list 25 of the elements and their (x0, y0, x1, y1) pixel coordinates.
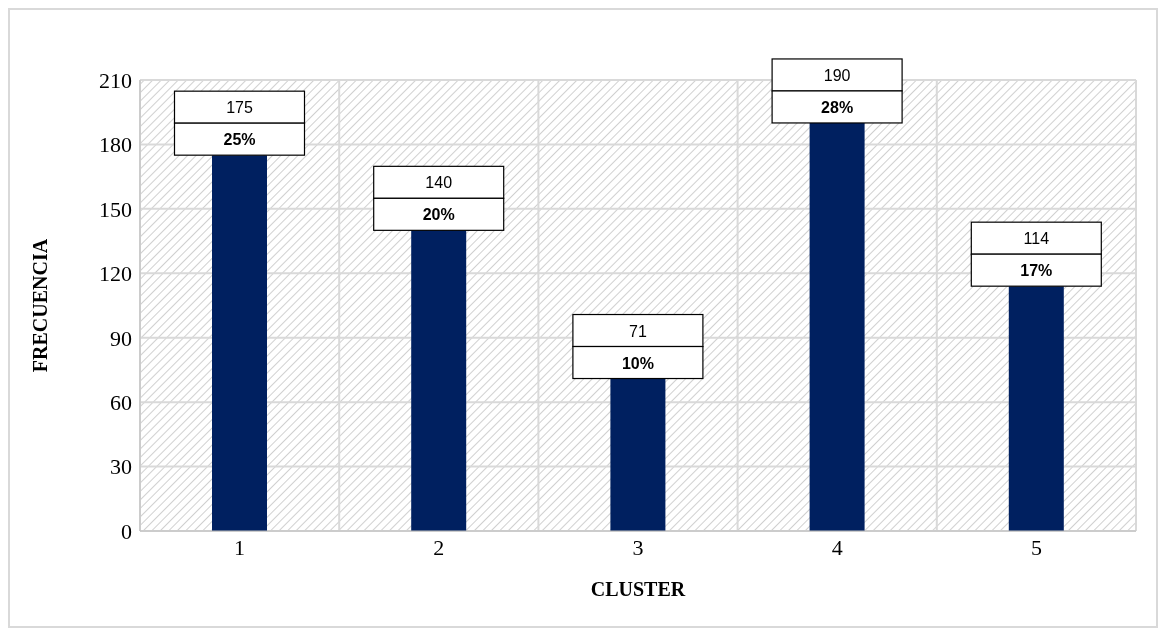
y-tick-label: 90 (110, 325, 132, 351)
data-label: 175 (226, 99, 253, 117)
y-tick-label: 180 (99, 132, 132, 158)
y-axis-title: FRECUENCIA (29, 238, 52, 373)
data-label: 114 (1023, 230, 1050, 248)
annotation: 28% (821, 98, 854, 116)
y-tick-label: 30 (110, 454, 132, 480)
y-tick-label: 60 (110, 389, 132, 415)
annotation: 17% (1020, 262, 1053, 280)
y-tick-label: 210 (99, 67, 132, 93)
x-tick-label: 1 (234, 534, 246, 560)
x-tick-label: 5 (1030, 534, 1042, 560)
x-tick-label: 2 (433, 534, 445, 560)
annotation: 10% (621, 354, 654, 372)
y-tick-label: 150 (99, 196, 132, 222)
data-label: 190 (823, 66, 851, 84)
y-tick-label: 120 (99, 261, 132, 287)
data-label: 71 (629, 322, 647, 340)
x-axis-title: CLUSTER (590, 578, 686, 600)
annotation: 20% (422, 206, 455, 224)
y-tick-label: 0 (121, 518, 132, 544)
data-label: 140 (425, 174, 453, 192)
x-tick-label: 3 (632, 534, 644, 560)
x-tick-label: 4 (831, 534, 843, 560)
annotation: 25% (223, 131, 256, 149)
